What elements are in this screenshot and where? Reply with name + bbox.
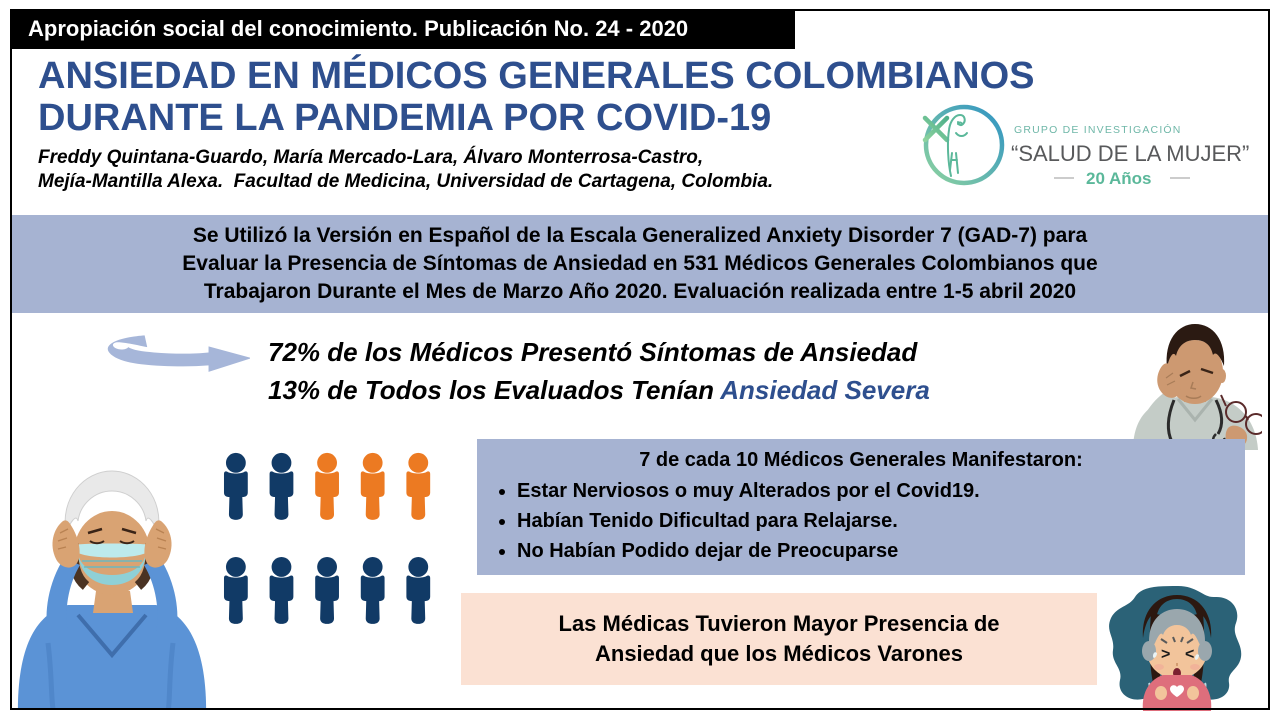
svg-text:<: < (1185, 646, 1194, 663)
svg-text:>: > (1161, 646, 1170, 663)
svg-text:“SALUD DE LA MUJER”: “SALUD DE LA MUJER” (1011, 141, 1249, 166)
svg-text:20 Años: 20 Años (1086, 169, 1152, 188)
svg-text:GRUPO DE INVESTIGACIÓN: GRUPO DE INVESTIGACIÓN (1014, 123, 1182, 136)
